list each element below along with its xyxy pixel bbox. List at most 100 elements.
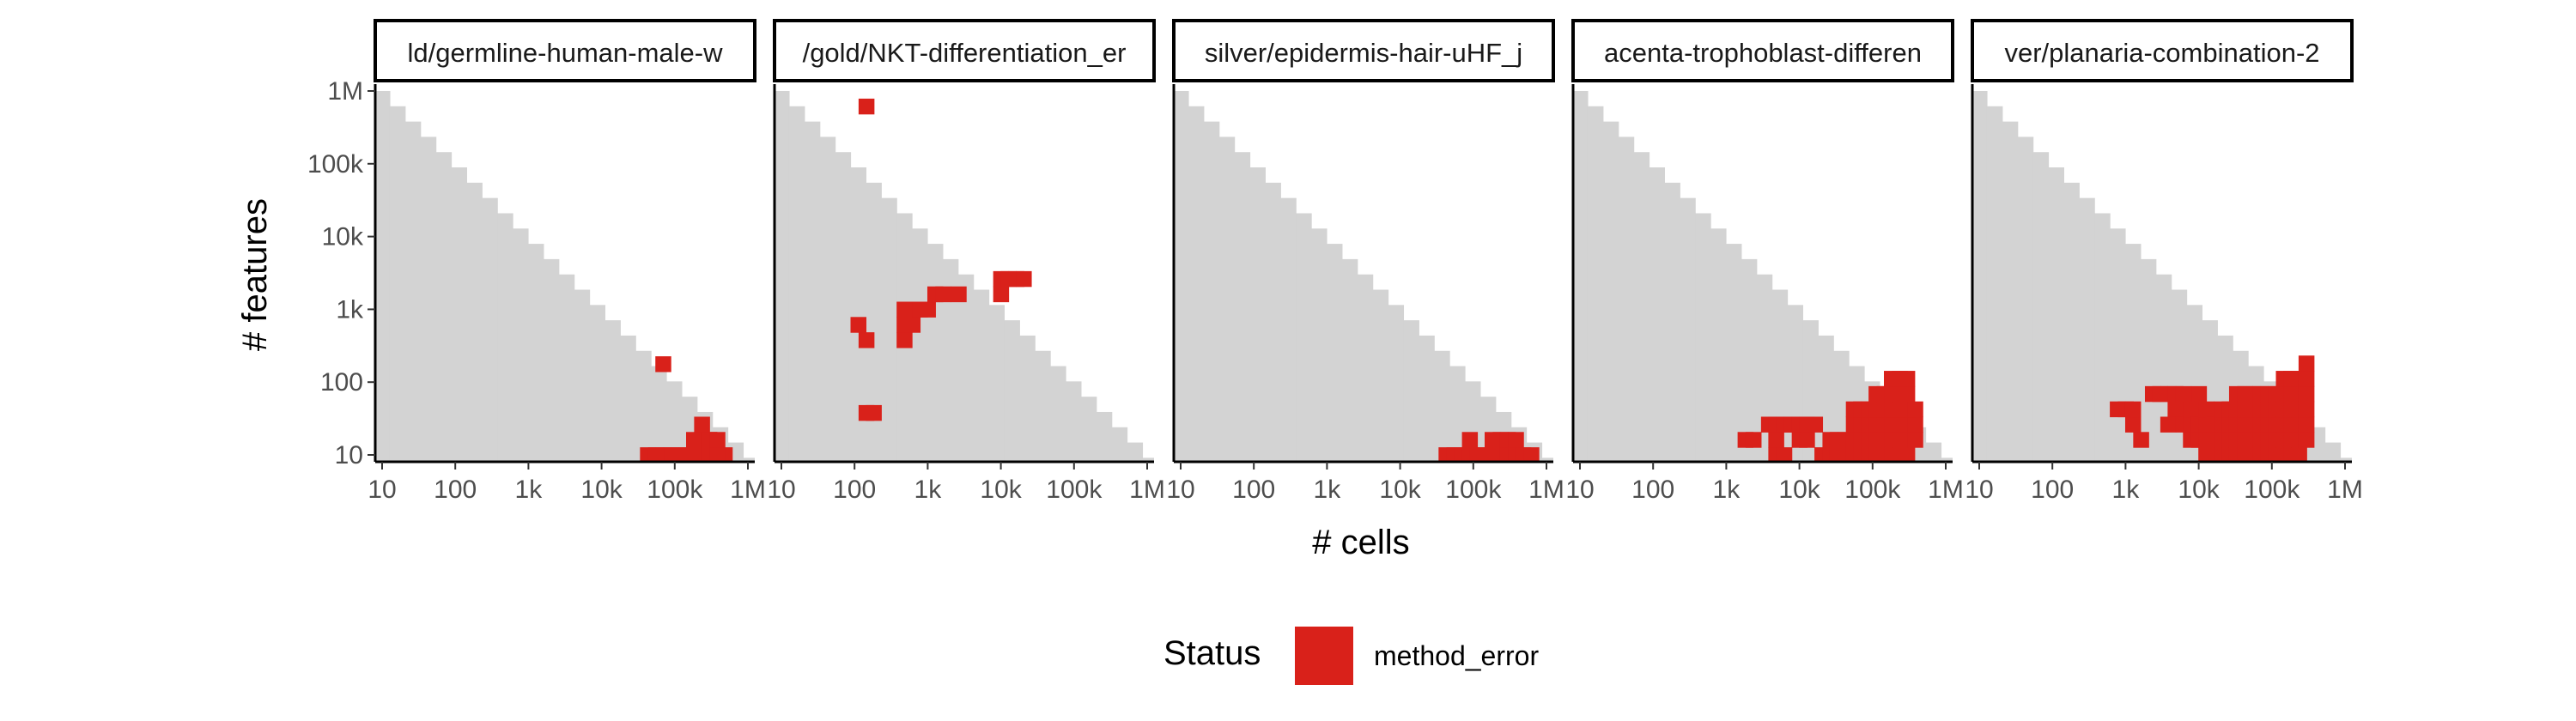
background-column xyxy=(2079,197,2095,462)
background-column xyxy=(466,182,483,462)
background-column xyxy=(927,244,944,462)
facet-panel: 10 100 1k 10k 100k 1M silver/epidermis-hair-uH… xyxy=(1166,19,1564,504)
facet-strip xyxy=(374,19,756,82)
background-column xyxy=(2155,274,2172,462)
x-tick-label: 1k xyxy=(914,476,943,504)
background-column xyxy=(2002,121,2019,462)
method-error-cells xyxy=(850,98,1032,421)
x-tick-label: 100 xyxy=(1232,476,1275,504)
method-error-cell xyxy=(1485,447,1501,462)
background-column xyxy=(775,91,790,462)
background-column xyxy=(835,152,852,462)
background-column xyxy=(957,274,975,462)
x-tick-label: 1M xyxy=(1528,476,1564,504)
background-column xyxy=(589,305,606,462)
method-error-cell xyxy=(858,98,875,115)
background-column xyxy=(1587,106,1604,462)
facet-strip-label: ld/germline-human-male-w xyxy=(408,38,724,68)
method-error-cell xyxy=(2175,385,2192,403)
background-column xyxy=(1096,411,1113,462)
x-tick-label: 100k xyxy=(1445,476,1502,504)
background-column xyxy=(1541,457,1553,462)
method-error-cell xyxy=(2298,401,2315,418)
background-column xyxy=(1341,258,1358,462)
x-tick-label: 100 xyxy=(2031,476,2074,504)
method-error-cell xyxy=(2298,371,2315,387)
x-tick-label: 100k xyxy=(2244,476,2300,504)
method-error-cell xyxy=(655,356,671,373)
background-column xyxy=(866,182,882,462)
x-tick-label: 10k xyxy=(980,476,1022,504)
background-column xyxy=(1127,442,1144,462)
background-column xyxy=(1602,121,1619,462)
facet-panel: 10 100 1k 10k 100k 1M ver/planaria-combination… xyxy=(1965,19,2363,504)
method-error-cell xyxy=(1899,371,1916,387)
method-error-cell xyxy=(1899,447,1916,462)
background-column xyxy=(1434,350,1450,462)
background-column xyxy=(1710,228,1727,462)
method-error-cell xyxy=(678,447,695,462)
background-column xyxy=(1080,397,1097,462)
method-error-cell xyxy=(866,404,882,421)
background-column xyxy=(2017,136,2034,462)
method-error-cell xyxy=(993,286,1010,303)
background-column xyxy=(1265,182,1281,462)
background-column xyxy=(1618,136,1635,462)
method-error-cell xyxy=(896,332,913,348)
background-column xyxy=(1419,335,1435,462)
method-error-cell xyxy=(1907,401,1923,418)
x-tick-label: 100k xyxy=(647,476,703,504)
x-tick-label: 10k xyxy=(2178,476,2220,504)
method-error-cell xyxy=(1768,432,1784,448)
background-column xyxy=(435,152,453,462)
method-error-cell xyxy=(920,301,936,318)
x-tick-label: 100 xyxy=(1631,476,1674,504)
background-column xyxy=(1664,182,1680,462)
background-column xyxy=(804,121,821,462)
legend: Status method_error xyxy=(1163,627,1539,685)
method-error-cell xyxy=(951,286,967,303)
x-tick-label: 1M xyxy=(730,476,766,504)
background-column xyxy=(1680,197,1696,462)
method-error-cell xyxy=(896,301,913,318)
method-error-cell xyxy=(1523,447,1540,462)
background-column xyxy=(881,197,897,462)
x-tick-label: 1M xyxy=(2327,476,2363,504)
background-column xyxy=(451,167,468,462)
x-tick-label: 10 xyxy=(1166,476,1194,504)
background-column xyxy=(651,366,667,462)
facet-panel: 10 100 1k 10k 100k 1M/gold/NKT-differentiatio… xyxy=(767,19,1165,504)
method-error-cell xyxy=(2298,416,2315,433)
x-tick-label: 100 xyxy=(833,476,876,504)
x-tick-label: 10k xyxy=(1778,476,1820,504)
x-tick-label: 10 xyxy=(1565,476,1594,504)
x-tick-label: 10 xyxy=(368,476,396,504)
background-column xyxy=(635,350,652,462)
method-error-cell xyxy=(858,332,875,348)
method-error-cell xyxy=(850,317,867,333)
y-tick-label: 10k xyxy=(322,223,364,251)
x-tick-label: 10k xyxy=(580,476,623,504)
background-column xyxy=(2032,152,2050,462)
legend-swatch-method-error xyxy=(1295,627,1353,685)
background-column xyxy=(513,228,529,462)
background-column xyxy=(1019,335,1036,462)
background-column xyxy=(497,213,513,462)
method-error-cell xyxy=(1745,432,1762,448)
method-error-cell xyxy=(2133,432,2149,448)
background-column xyxy=(1986,106,2003,462)
facet-strip xyxy=(1571,19,1954,82)
facet-strip-label: /gold/NKT-differentiation_er xyxy=(803,38,1127,68)
background-column xyxy=(2110,228,2126,462)
background-column xyxy=(1035,350,1051,462)
background-column xyxy=(912,228,928,462)
background-column xyxy=(1004,320,1020,462)
method-error-cell xyxy=(1807,416,1824,433)
background-column xyxy=(2340,457,2352,462)
x-tick-label: 10k xyxy=(1379,476,1421,504)
background-column xyxy=(1573,91,1589,462)
background-column xyxy=(2063,182,2080,462)
method-error-cell xyxy=(1776,447,1793,462)
background-column xyxy=(743,457,755,462)
method-error-cell xyxy=(2190,385,2208,403)
